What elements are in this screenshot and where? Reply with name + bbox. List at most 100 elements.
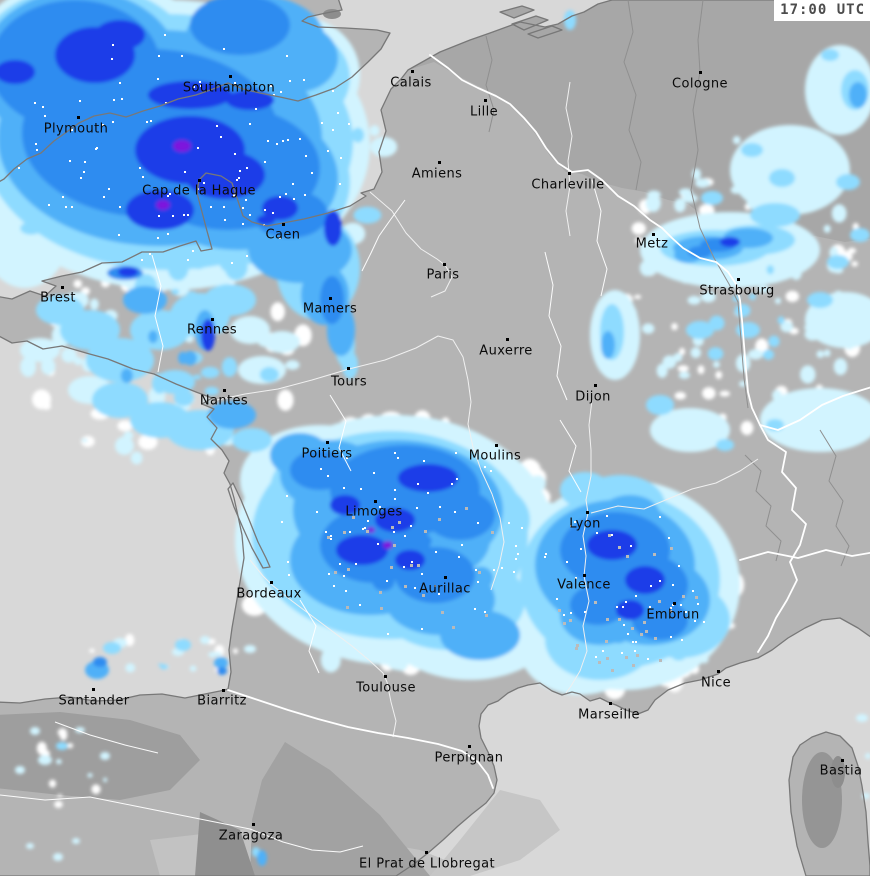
city-dot — [411, 70, 414, 73]
region-border-burgundy — [544, 251, 568, 401]
city-label: Bastia — [819, 763, 863, 779]
city-label: Limoges — [345, 504, 403, 520]
city-label: Embrun — [646, 607, 700, 623]
city-label: Dijon — [575, 389, 611, 405]
city-label: Santander — [58, 693, 130, 709]
region-border-centre — [329, 394, 352, 472]
upper-rhone-river — [590, 458, 759, 514]
german-admin-border — [623, 0, 642, 191]
garonne-river — [249, 559, 397, 738]
city-label: Lille — [469, 104, 499, 120]
city-dot — [384, 675, 387, 678]
city-dot — [329, 297, 332, 300]
italian-region-border — [739, 549, 870, 561]
city-label: Nantes — [199, 393, 249, 409]
city-label: Auxerre — [479, 343, 533, 359]
city-dot — [222, 689, 225, 692]
city-dot — [586, 511, 589, 514]
pyrenees-border — [227, 689, 494, 789]
city-label: Mamers — [302, 301, 358, 317]
city-dot — [347, 367, 350, 370]
saone-river — [588, 399, 593, 476]
spain-region-border-2 — [0, 794, 364, 853]
seine-river — [369, 191, 453, 298]
city-dot — [468, 745, 471, 748]
city-dot — [841, 759, 844, 762]
franco-italian-border — [757, 424, 807, 653]
catalonia-coast-light — [430, 790, 560, 876]
city-label: Plymouth — [43, 121, 109, 137]
benelux-admin-border — [485, 35, 495, 133]
city-dot — [506, 338, 509, 341]
city-label: Marseille — [578, 707, 640, 723]
city-label: Rennes — [186, 322, 238, 338]
city-label: Moulins — [468, 448, 522, 464]
city-dot — [443, 263, 446, 266]
city-label: Cologne — [672, 76, 728, 92]
city-dot — [438, 161, 441, 164]
city-dot — [717, 670, 720, 673]
city-label: Perpignan — [434, 750, 504, 766]
city-dot — [270, 581, 273, 584]
city-dot — [444, 576, 447, 579]
city-label: Valence — [557, 577, 611, 593]
franco-belgian-border — [429, 54, 870, 431]
city-dot — [609, 702, 612, 705]
region-border-aquitaine — [299, 599, 320, 674]
city-label: Poitiers — [301, 446, 353, 462]
city-dot — [211, 318, 214, 321]
city-label: Zaragoza — [218, 828, 284, 844]
spain-region-border-1 — [54, 721, 159, 754]
city-label: El Prat de Llobregat — [359, 856, 495, 872]
city-dot — [699, 71, 702, 74]
loire-allier-river — [211, 335, 505, 591]
city-dot — [77, 116, 80, 119]
region-border-normandy — [361, 199, 406, 272]
city-dot — [652, 233, 655, 236]
city-label: Paris — [426, 267, 460, 283]
city-dot — [594, 384, 597, 387]
city-label: Charleville — [531, 177, 605, 193]
city-label: Lyon — [569, 516, 601, 532]
city-dot — [737, 278, 740, 281]
rain-speckle-layer — [18, 34, 705, 672]
corsica-ridge — [831, 756, 845, 788]
city-dot — [282, 223, 285, 226]
spain-terrain-dark-2 — [250, 742, 430, 876]
city-dot — [374, 500, 377, 503]
region-border-rhone-alpes — [559, 419, 582, 493]
city-label: Cap de la Hague — [142, 183, 256, 199]
city-dot — [673, 602, 676, 605]
city-dot — [568, 172, 571, 175]
city-label: Caen — [265, 227, 301, 243]
meuse-river — [565, 81, 573, 237]
city-label: Nice — [700, 675, 732, 691]
city-dot — [583, 574, 586, 577]
city-label: Biarritz — [197, 693, 247, 709]
city-label: Strasbourg — [699, 283, 775, 299]
city-dot — [425, 851, 428, 854]
city-dot — [484, 99, 487, 102]
city-dot — [223, 389, 226, 392]
city-dot — [252, 823, 255, 826]
city-label: Amiens — [411, 166, 463, 182]
city-label: Metz — [635, 236, 669, 252]
city-label: Tours — [330, 374, 368, 390]
city-dot — [326, 441, 329, 444]
spain-terrain-dark-3 — [195, 812, 255, 876]
timestamp: 17:00 UTC — [774, 0, 870, 21]
city-label: Calais — [390, 75, 432, 91]
city-dot — [229, 75, 232, 78]
city-dot — [495, 444, 498, 447]
region-border-brittany — [151, 254, 164, 373]
city-label: Toulouse — [356, 680, 416, 696]
alpine-admin-border-1 — [744, 454, 782, 562]
city-label: Bordeaux — [236, 586, 302, 602]
region-border-champagne — [591, 179, 608, 297]
city-label: Aurillac — [419, 581, 471, 597]
city-dot — [92, 688, 95, 691]
city-label: Southampton — [182, 80, 276, 96]
